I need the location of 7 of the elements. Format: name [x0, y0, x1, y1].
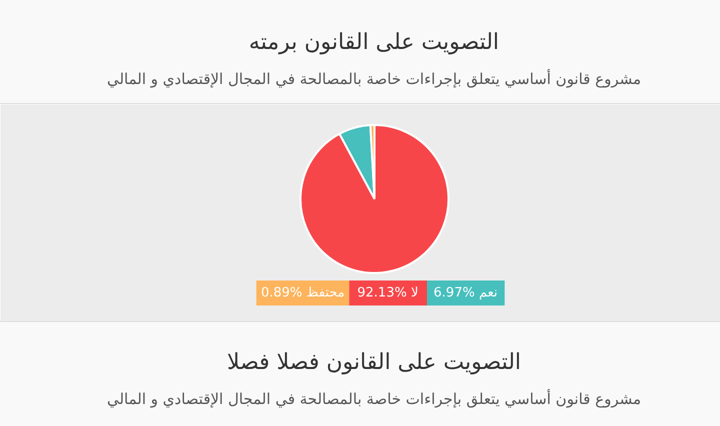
text: مشروع قانون أساسي يتعلق بإجراءات خاصة بالمصالحة في المجال الإقتصادي و المالي — [106, 389, 642, 409]
chart-subtitle: مشروع قانون أساسي يتعلق بإجراءات خاصة بالمصالحة في المجال الإقتصادي و المالي — [106, 69, 642, 89]
chart-title: التصويت على القانون برمته — [248, 29, 500, 57]
legend-label: 0.89% محتفظ — [260, 286, 345, 300]
legend-label: 92.13% لا — [357, 286, 418, 300]
legend-label: 6.97% نعم — [434, 286, 498, 300]
text: التصويت على القانون فصلا فصلا — [226, 349, 522, 377]
